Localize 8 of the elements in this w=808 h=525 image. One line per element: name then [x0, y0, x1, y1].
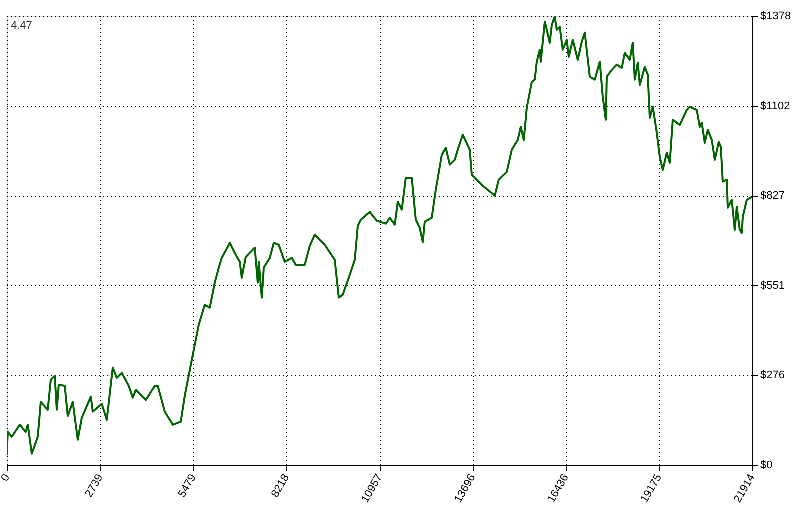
y-tick-label: $827	[760, 190, 785, 202]
y-tick-label: $276	[760, 370, 785, 382]
y-tick-label: $1102	[760, 100, 790, 112]
x-tick-label: 0	[0, 472, 13, 484]
y-tick-label: $551	[760, 280, 785, 292]
y-tick-label: $1378	[760, 10, 792, 22]
y-tick-label: $0	[760, 460, 773, 472]
annotation: 4.47	[11, 20, 32, 32]
